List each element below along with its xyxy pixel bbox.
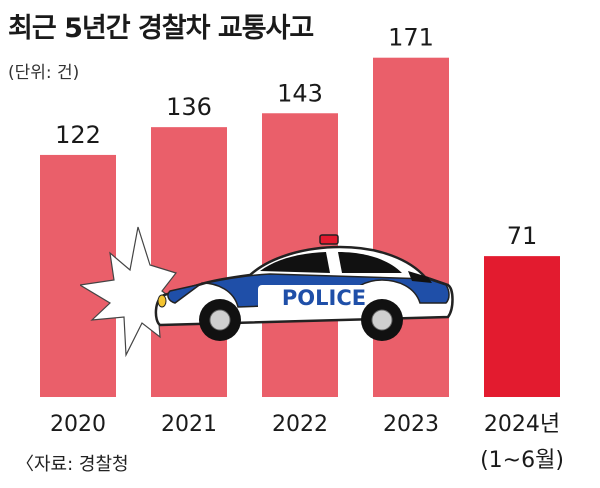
x-tick-label-2023: 2023	[383, 412, 439, 437]
crash-burst-icon	[80, 226, 182, 358]
unit-note: (단위: 건)	[8, 63, 80, 83]
bar-2021	[151, 127, 227, 397]
chart-title: 최근 5년간 경찰차 교통사고	[8, 13, 314, 44]
x-tick-sublabel-2024년: (1~6월)	[480, 448, 564, 473]
value-label-2022: 143	[277, 79, 323, 107]
police-car-icon: POLICE	[154, 234, 454, 341]
police-text: POLICE	[282, 286, 366, 310]
source-note: 〈자료: 경찰청	[16, 454, 129, 475]
bars-group	[40, 57, 560, 397]
x-tick-label-2022: 2022	[272, 412, 328, 437]
bar-2020	[40, 154, 116, 397]
value-label-2021: 136	[166, 93, 212, 121]
x-tick-label-2021: 2021	[161, 412, 217, 437]
x-tick-label-2024년: 2024년	[484, 412, 560, 437]
value-labels-group: 122 136 143 171 71	[55, 24, 537, 250]
value-label-2023: 171	[388, 24, 434, 52]
police-car-crash-icon: POLICE	[80, 226, 454, 358]
value-label-2020: 122	[55, 121, 101, 149]
bar-2024년	[484, 256, 560, 397]
x-tick-labels-group: 2020 2021 2022 2023 2024년 (1~6월)	[50, 412, 564, 473]
x-tick-label-2020: 2020	[50, 412, 106, 437]
value-label-2024년: 71	[507, 222, 538, 250]
